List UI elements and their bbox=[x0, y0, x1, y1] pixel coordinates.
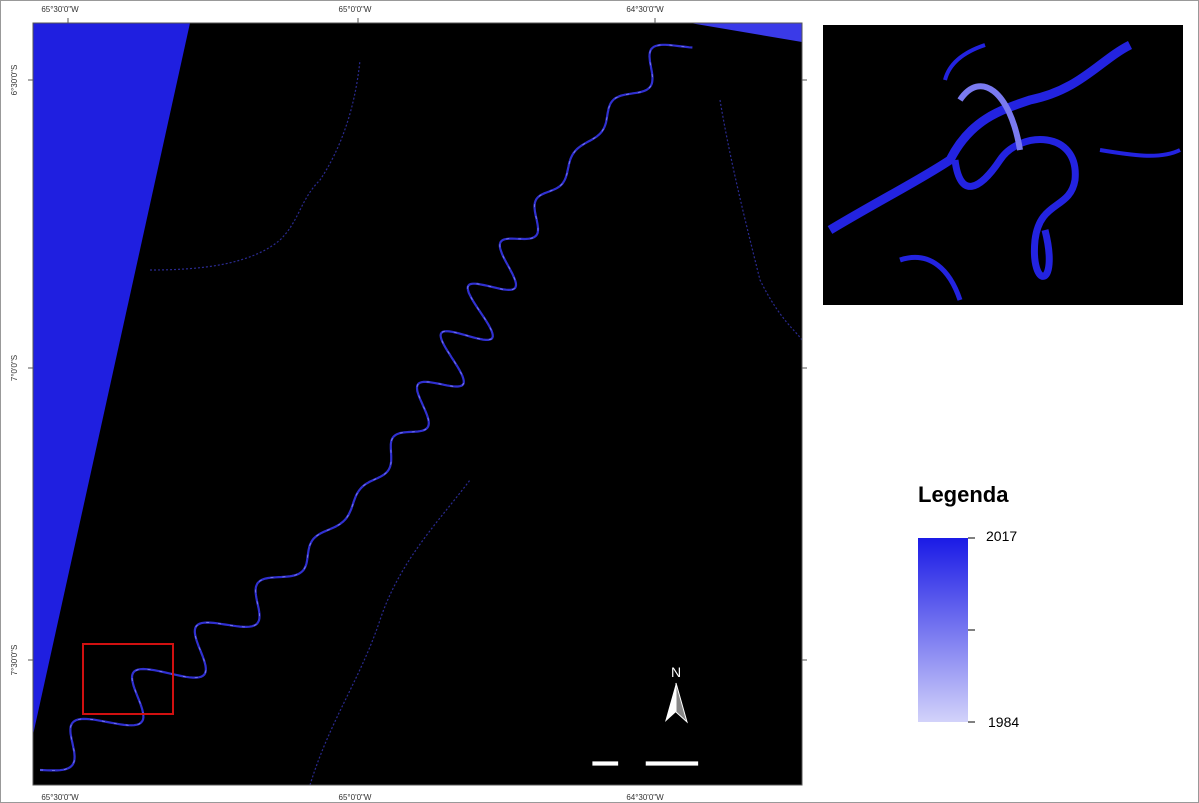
legend-max: 2017 bbox=[986, 528, 1017, 544]
inset-map bbox=[823, 25, 1183, 305]
coord-label: 6°30'0"S bbox=[10, 65, 19, 96]
scale-label: 10 bbox=[638, 740, 652, 755]
scale-label: 30 bbox=[745, 740, 759, 755]
coord-label: 7°0'0"S bbox=[10, 355, 19, 381]
legend-title: Legenda bbox=[918, 482, 1009, 507]
scale-label: 20 bbox=[691, 740, 705, 755]
coord-label: 65°30'0"W bbox=[41, 5, 79, 14]
coord-label: 7°30'0"S bbox=[10, 645, 19, 676]
legend-min: 1984 bbox=[988, 714, 1019, 730]
map-area bbox=[33, 23, 802, 785]
coord-label: 64°30'0"W bbox=[626, 5, 664, 14]
scale-segment bbox=[699, 761, 752, 766]
coord-label: 65°0'0"W bbox=[339, 5, 372, 14]
inset-background bbox=[823, 25, 1183, 305]
coord-label: 65°30'0"W bbox=[41, 793, 79, 802]
scale-label: 0 bbox=[588, 740, 595, 755]
scale-segment bbox=[592, 761, 619, 766]
scale-label: 5 bbox=[615, 740, 622, 755]
scale-segment bbox=[619, 761, 646, 766]
map-layout: Legenda 2017 1984 N 65°30'0"W 65°0'0"W 64°… bbox=[0, 0, 1199, 803]
legend-ramp bbox=[918, 538, 968, 722]
north-label: N bbox=[671, 664, 681, 680]
scale-segment bbox=[645, 761, 698, 766]
scale-unit: Km bbox=[756, 755, 776, 770]
coord-label: 64°30'0"W bbox=[626, 793, 664, 802]
coord-label: 65°0'0"W bbox=[339, 793, 372, 802]
